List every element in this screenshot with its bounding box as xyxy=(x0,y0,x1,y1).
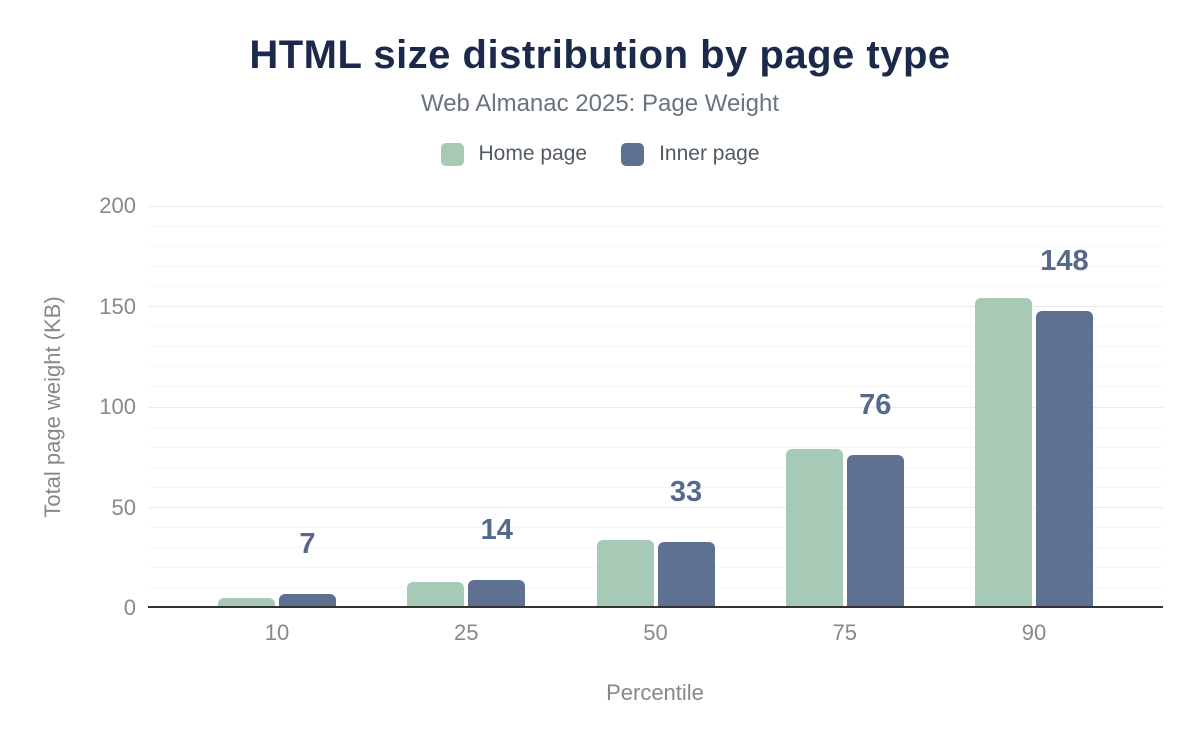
gridline-major xyxy=(148,507,1163,508)
inner-page-bar xyxy=(657,541,715,608)
gridline-minor xyxy=(148,426,1163,428)
y-tick-label: 150 xyxy=(99,293,136,319)
gridline-major xyxy=(148,205,1163,207)
y-tick-label: 200 xyxy=(99,193,136,218)
gridline-minor xyxy=(148,265,1163,267)
x-axis-title: Percentile xyxy=(606,680,704,705)
gridline-minor xyxy=(148,466,1163,468)
inner-page-bar xyxy=(279,593,336,608)
x-tick-label: 90 xyxy=(1021,620,1047,645)
home-page-bar xyxy=(596,539,654,608)
gridline-major xyxy=(148,406,1163,408)
gridline-minor xyxy=(148,225,1163,227)
x-tick-label: 75 xyxy=(832,620,857,645)
gridline-minor xyxy=(148,366,1163,368)
inner-page-bar xyxy=(1036,310,1093,608)
x-tick-label: 50 xyxy=(643,620,668,645)
bar-value-label: 33 xyxy=(669,475,703,508)
y-tick-label: 50 xyxy=(111,494,136,520)
inner-page-bar xyxy=(846,455,904,608)
plot-area: 7 14 33 76 148 xyxy=(148,205,1163,608)
legend-swatch-inner-page-icon xyxy=(621,142,645,166)
legend-label-home-page: Home page xyxy=(478,142,588,165)
x-axis-line xyxy=(148,606,1163,608)
home-page-bar xyxy=(407,581,465,608)
inner-page-bar xyxy=(468,579,526,608)
bar-value-label: 148 xyxy=(1040,244,1089,277)
home-page-bar xyxy=(785,449,843,608)
gridline-minor xyxy=(148,386,1163,388)
gridline-minor xyxy=(148,547,1163,549)
y-tick-label: 0 xyxy=(123,595,136,620)
x-tick-label: 25 xyxy=(454,620,479,645)
home-page-bar xyxy=(218,597,275,608)
gridline-minor xyxy=(148,567,1163,569)
gridline-minor xyxy=(148,446,1163,448)
legend: Home page Inner page xyxy=(0,142,1200,166)
bar-value-label: 76 xyxy=(859,389,892,422)
gridline-minor xyxy=(148,346,1163,348)
legend-label-inner-page: Inner page xyxy=(659,142,760,165)
gridline-minor xyxy=(148,285,1163,287)
gridline-minor xyxy=(148,326,1163,328)
gridline-major xyxy=(148,306,1163,307)
legend-item-inner-page: Inner page xyxy=(621,142,760,166)
x-tick-label: 10 xyxy=(264,620,290,645)
gridline-minor xyxy=(148,486,1163,488)
legend-swatch-home-page-icon xyxy=(440,142,464,166)
chart-subtitle: Web Almanac 2025: Page Weight xyxy=(420,90,779,117)
y-tick-label: 100 xyxy=(99,394,136,419)
gridline-minor xyxy=(148,245,1163,247)
legend-item-home-page: Home page xyxy=(440,142,588,166)
gridline-minor xyxy=(148,587,1163,589)
chart-title: HTML size distribution by page type xyxy=(249,33,951,77)
gridline-minor xyxy=(148,527,1163,529)
home-page-bar xyxy=(975,298,1032,608)
bar-value-label: 14 xyxy=(480,513,513,546)
bar-value-label: 7 xyxy=(299,527,316,560)
